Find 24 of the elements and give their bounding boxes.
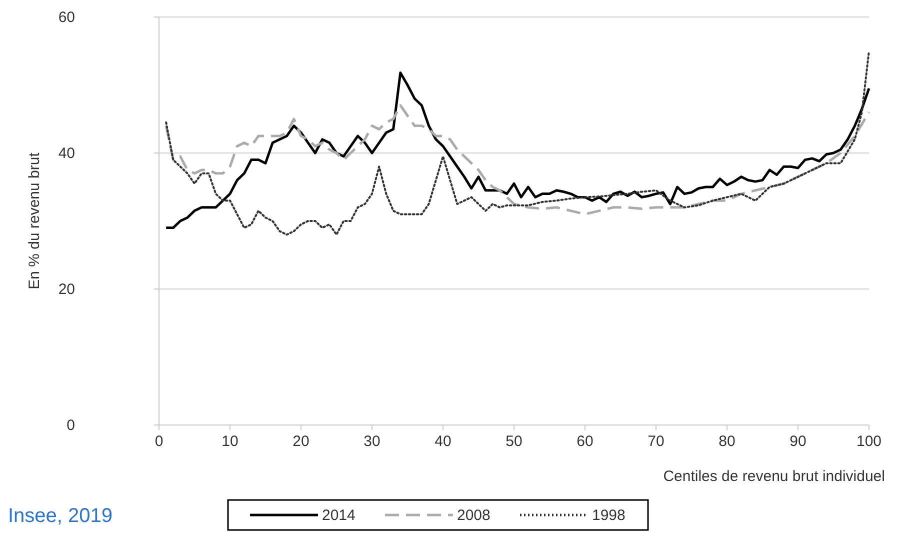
x-tick-label: 70 — [648, 433, 664, 450]
x-tick-label: 30 — [364, 433, 380, 450]
x-tick-label: 20 — [292, 433, 310, 450]
line-series — [164, 104, 870, 216]
x-tick-label: 50 — [506, 433, 522, 450]
y-tick-label: 40 — [58, 145, 75, 162]
x-tick-label: 0 — [154, 433, 164, 450]
x-tick-label: 10 — [222, 433, 238, 450]
x-tick-label: 100 — [856, 433, 882, 450]
x-tick-label: 60 — [576, 433, 594, 450]
y-tick-label: 20 — [58, 281, 75, 298]
y-tick-label: 0 — [66, 417, 75, 434]
legend-label: 2014 — [322, 507, 356, 524]
legend-label: 1998 — [592, 507, 626, 524]
x-axis-title: Centiles de revenu brut individuel — [663, 468, 885, 485]
x-tick-label: 80 — [718, 433, 736, 450]
legend-label: 2008 — [457, 507, 490, 524]
line-series — [164, 72, 870, 230]
x-tick-label: 40 — [434, 433, 452, 450]
y-tick-label: 60 — [58, 9, 75, 26]
line-series — [165, 50, 870, 236]
x-tick-label: 90 — [790, 433, 806, 450]
text: Insee, 2019 — [8, 505, 113, 527]
y-axis-title: En % du revenu brut — [26, 152, 43, 290]
